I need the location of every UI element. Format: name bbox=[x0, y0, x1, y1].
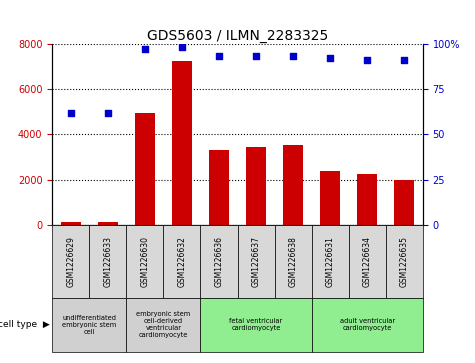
Bar bbox=[283, 144, 303, 225]
Text: GSM1226636: GSM1226636 bbox=[215, 236, 223, 287]
Text: GSM1226633: GSM1226633 bbox=[104, 236, 112, 287]
Bar bbox=[394, 180, 414, 225]
Text: embryonic stem
cell-derived
ventricular
cardiomyocyte: embryonic stem cell-derived ventricular … bbox=[136, 311, 190, 338]
Text: GSM1226631: GSM1226631 bbox=[326, 236, 334, 287]
Text: GSM1226632: GSM1226632 bbox=[178, 236, 186, 287]
Point bbox=[215, 53, 223, 59]
Point bbox=[67, 110, 75, 115]
Text: GSM1226634: GSM1226634 bbox=[363, 236, 371, 287]
Point bbox=[141, 46, 149, 52]
Bar bbox=[209, 150, 229, 225]
Point bbox=[326, 55, 334, 61]
Point bbox=[178, 44, 186, 50]
Text: cell type  ▶: cell type ▶ bbox=[0, 321, 50, 329]
Text: GSM1226630: GSM1226630 bbox=[141, 236, 149, 287]
Bar bbox=[61, 222, 81, 225]
Bar bbox=[135, 113, 155, 225]
Bar bbox=[172, 61, 192, 225]
Text: undifferentiated
embryonic stem
cell: undifferentiated embryonic stem cell bbox=[62, 315, 116, 335]
Text: GSM1226629: GSM1226629 bbox=[66, 236, 75, 287]
Bar bbox=[98, 222, 118, 225]
Text: GSM1226635: GSM1226635 bbox=[400, 236, 408, 287]
Text: GSM1226638: GSM1226638 bbox=[289, 236, 297, 287]
Point bbox=[252, 53, 260, 59]
Text: adult ventricular
cardiomyocyte: adult ventricular cardiomyocyte bbox=[340, 318, 395, 331]
Bar bbox=[357, 174, 377, 225]
Text: GSM1226637: GSM1226637 bbox=[252, 236, 260, 287]
Point bbox=[289, 53, 297, 59]
Title: GDS5603 / ILMN_2283325: GDS5603 / ILMN_2283325 bbox=[147, 29, 328, 42]
Point bbox=[363, 57, 371, 63]
Point bbox=[400, 57, 408, 63]
Bar bbox=[246, 147, 266, 225]
Text: fetal ventricular
cardiomyocyte: fetal ventricular cardiomyocyte bbox=[229, 318, 283, 331]
Bar bbox=[320, 171, 340, 225]
Point bbox=[104, 110, 112, 115]
